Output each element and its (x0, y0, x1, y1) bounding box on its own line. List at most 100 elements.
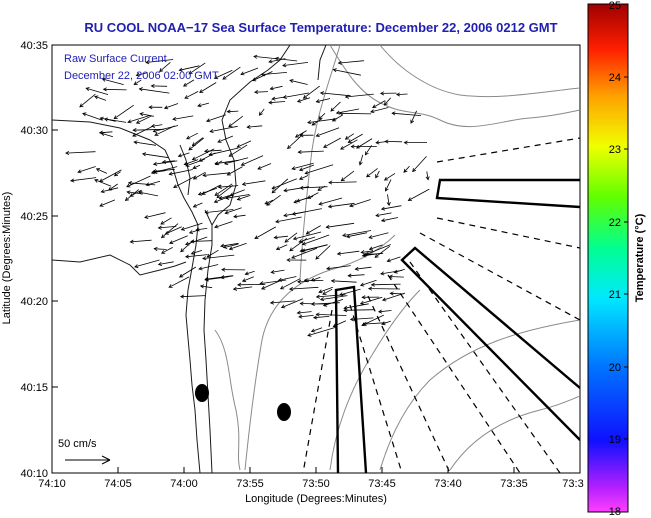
current-vector (168, 276, 190, 288)
current-vector (70, 177, 97, 182)
current-vector-head (135, 120, 141, 124)
current-vector-head (168, 171, 173, 176)
current-vector-head (412, 168, 417, 173)
current-vector-head (182, 82, 188, 87)
x-tick-label: 73:3 (562, 478, 583, 490)
current-vector (274, 235, 289, 239)
current-vector-head (322, 291, 327, 295)
current-vector (322, 288, 333, 295)
y-tick-label: 40:30 (20, 125, 48, 137)
current-vector-head (305, 230, 310, 235)
current-vector-head (163, 105, 169, 110)
current-vector-head (318, 289, 323, 294)
x-tick-label: 73:55 (236, 478, 264, 490)
current-vector-head (197, 191, 203, 196)
current-vector-head (179, 294, 185, 299)
current-vector (289, 286, 319, 290)
current-vector-head (294, 133, 300, 138)
current-vector-head (380, 206, 386, 211)
current-vector-head (342, 233, 347, 238)
current-vector (241, 155, 264, 166)
current-vector (210, 125, 238, 132)
colorbar-tick-label: 21 (609, 289, 621, 301)
current-vector (389, 276, 404, 278)
current-vector (328, 181, 357, 183)
current-vector-head (350, 144, 355, 149)
current-vector-head (228, 153, 233, 157)
current-vector (96, 168, 108, 174)
current-vector-head (393, 269, 398, 274)
current-vector-head (244, 271, 249, 276)
current-vector (348, 133, 363, 143)
overlay-date-label: December 22, 2006 02:00 GMT (64, 70, 219, 82)
current-vector (237, 283, 266, 286)
current-vector-head (254, 90, 259, 95)
current-vector-head (315, 294, 320, 299)
current-vector (320, 92, 351, 97)
current-vector-head (349, 317, 355, 322)
current-vector-head (366, 173, 371, 178)
y-tick-label: 40:15 (20, 382, 48, 394)
current-vector (184, 159, 199, 165)
current-vector (307, 118, 338, 123)
current-vector (330, 101, 341, 112)
current-vector (204, 149, 222, 152)
current-vector (298, 315, 314, 318)
current-vector (159, 61, 171, 72)
current-vector-head (337, 60, 342, 65)
current-vector-head (168, 284, 173, 288)
current-vector-head (355, 144, 361, 149)
current-vector (396, 93, 408, 95)
current-vector-head (113, 172, 119, 177)
current-vector (228, 115, 244, 128)
current-vector-head (282, 63, 287, 68)
current-vector-head (160, 234, 166, 239)
current-vector (283, 211, 306, 217)
current-vector-head (138, 190, 143, 195)
shipping-lanes (334, 178, 580, 473)
current-vector-head (336, 251, 342, 256)
current-vector (369, 244, 383, 250)
current-vector (381, 320, 391, 325)
current-vector (127, 115, 151, 123)
colorbar-tick-label: 22 (609, 217, 621, 229)
current-vector (316, 98, 331, 103)
current-vector (350, 317, 374, 320)
current-vector-head (153, 246, 158, 251)
current-vector (100, 117, 127, 123)
current-vector-head (299, 301, 304, 306)
current-vector (282, 62, 309, 66)
current-vector-head (269, 86, 274, 91)
current-vector (252, 71, 273, 81)
current-vector (77, 166, 96, 173)
current-vector (151, 124, 163, 127)
current-vector (144, 212, 166, 218)
current-vector (326, 222, 355, 228)
current-vector-head (395, 92, 401, 97)
current-vector-head (135, 72, 140, 77)
current-vector-head (291, 255, 296, 259)
current-vector-head (386, 201, 391, 207)
current-vector-head (372, 104, 377, 109)
current-vector-head (382, 297, 387, 302)
coastline (52, 254, 187, 276)
current-vector-head (138, 87, 143, 92)
y-tick-label: 40:10 (20, 468, 48, 480)
current-vector-head (291, 166, 296, 171)
current-vector-head (237, 282, 242, 287)
current-vector-head (377, 309, 383, 314)
current-vector (82, 113, 103, 121)
current-vector-head (303, 278, 308, 283)
current-vector-head (368, 246, 374, 251)
current-vector-head (139, 112, 144, 117)
current-vector-head (134, 264, 139, 269)
current-vector (403, 165, 410, 173)
current-vector-head (296, 98, 302, 103)
current-vector (237, 195, 251, 200)
current-vector (410, 110, 417, 124)
axis-ticks (51, 44, 581, 474)
current-vector (278, 276, 297, 281)
current-vector (153, 170, 166, 173)
current-vector-head (301, 248, 306, 253)
